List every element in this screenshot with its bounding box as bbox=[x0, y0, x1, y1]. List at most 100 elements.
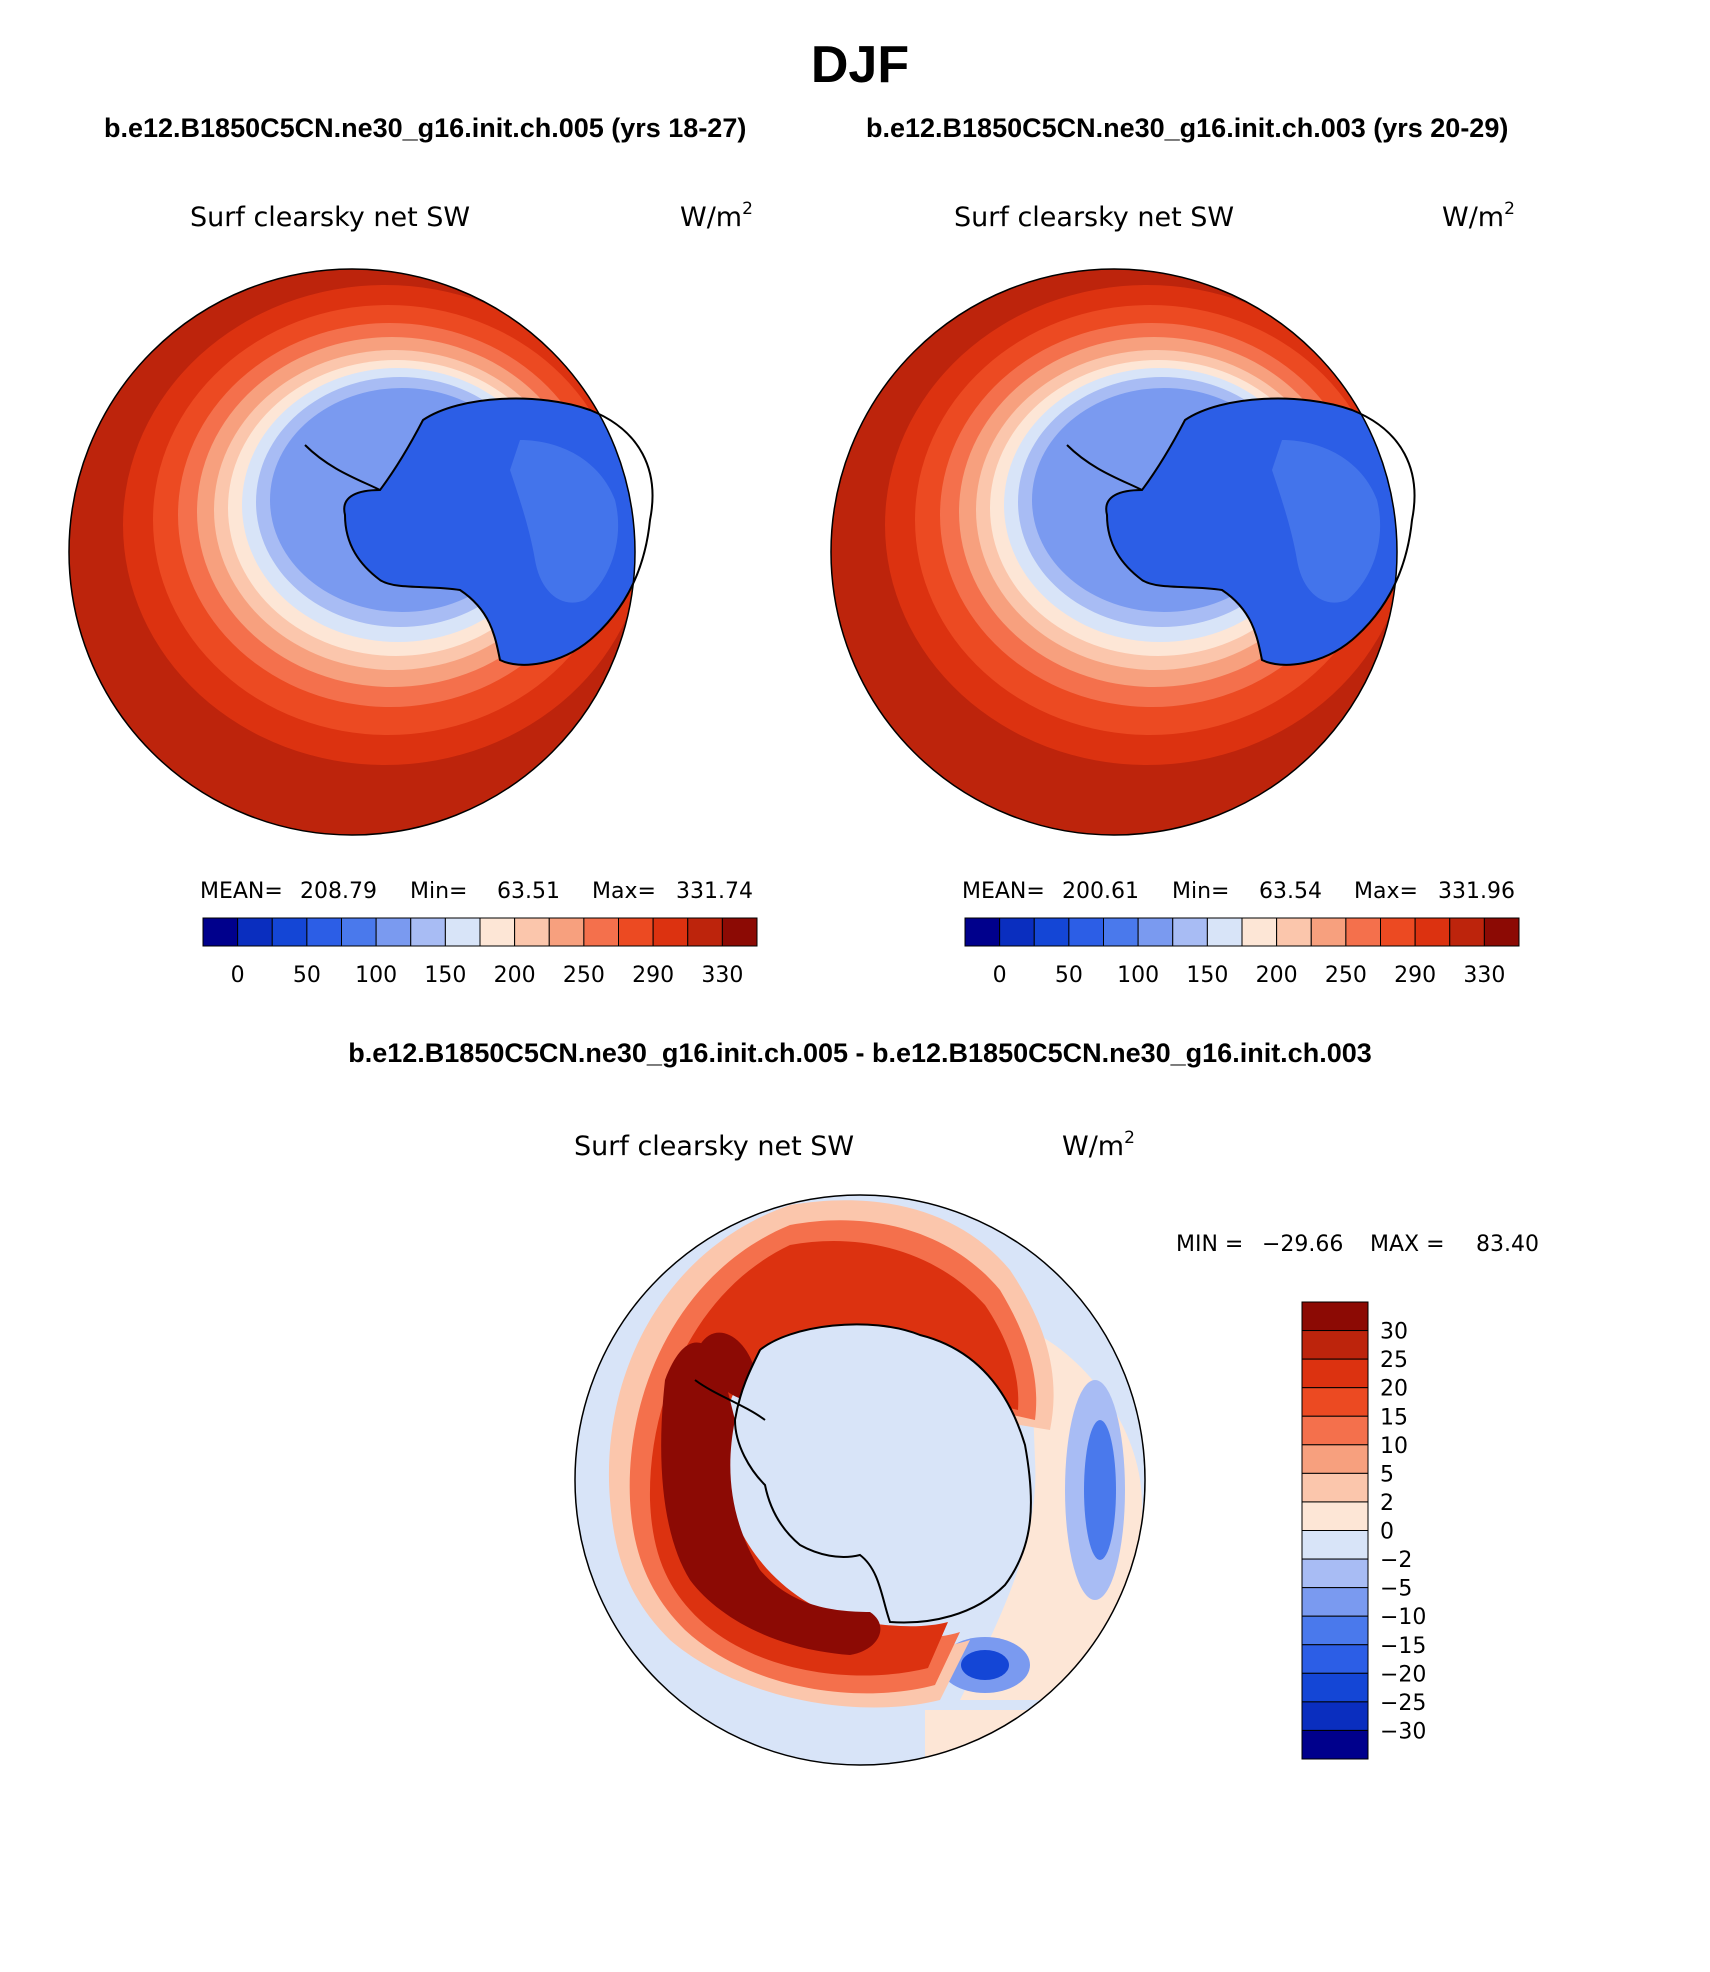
panel-left-colorbar-box bbox=[514, 917, 550, 947]
panel-left-zone-ice-plateau bbox=[510, 440, 619, 603]
panel-left-colorbar-box bbox=[202, 917, 239, 947]
difference-colorbar-box bbox=[1301, 1330, 1369, 1360]
difference-zone-antarctica bbox=[735, 1324, 1031, 1623]
difference-zone-southeast-negative-2 bbox=[961, 1650, 1009, 1680]
difference-units: W/m2 bbox=[1062, 1128, 1135, 1162]
panel-right-min-label: Min= bbox=[1172, 879, 1229, 904]
difference-zone-southeast-positive bbox=[925, 1710, 1145, 1765]
panel-left-colorbar-tick-label: 290 bbox=[632, 963, 674, 988]
difference-colorbar-box bbox=[1301, 1615, 1369, 1646]
panel-left-colorbar-tick-label: 0 bbox=[231, 963, 245, 988]
panel-right-colorbar-box bbox=[964, 917, 1001, 947]
panel-right-colorbar-tick-label: 330 bbox=[1463, 963, 1505, 988]
difference-units-sup: 2 bbox=[1124, 1128, 1135, 1148]
difference-colorbar-tick-label: −15 bbox=[1380, 1634, 1426, 1659]
difference-colorbar-tick-label: 30 bbox=[1380, 1320, 1408, 1345]
difference-colorbar-tick-label: −20 bbox=[1380, 1662, 1426, 1687]
panel-right-colorbar-tick-label: 0 bbox=[993, 963, 1007, 988]
panel-left-colorbar-tick-label: 200 bbox=[494, 963, 536, 988]
panel-left-colorbar-box bbox=[652, 917, 689, 947]
panel-left-min-label: Min= bbox=[410, 879, 467, 904]
panel-left-colorbar-tick-label: 330 bbox=[701, 963, 743, 988]
panel-difference: Surf clearsky net SW W/m2 MIN = −29.66 MAX… bbox=[574, 1128, 1539, 1766]
panel-left-colorbar-box bbox=[375, 917, 412, 947]
difference-colorbar-tick-label: 0 bbox=[1380, 1520, 1394, 1545]
panel-left-units-sup: 2 bbox=[742, 199, 753, 219]
panel-right-map-border bbox=[830, 268, 1398, 836]
panel-right-colorbar-box bbox=[1449, 917, 1485, 947]
difference-colorbar-box bbox=[1301, 1672, 1369, 1703]
panel-left-map-border bbox=[68, 268, 636, 836]
panel-left-colorbar-tick-label: 150 bbox=[424, 963, 466, 988]
difference-zone-core bbox=[661, 1332, 881, 1655]
panel-left-variable: Surf clearsky net SW bbox=[190, 202, 470, 233]
panel-right-colorbar-box bbox=[1172, 917, 1208, 947]
panel-left-colorbar-box bbox=[548, 917, 585, 947]
panel-right-colorbar-tick-label: 200 bbox=[1256, 963, 1298, 988]
difference-variable: Surf clearsky net SW bbox=[574, 1131, 854, 1162]
panel-left-colorbar-box bbox=[271, 917, 308, 947]
panel-left-min: 63.51 bbox=[497, 879, 560, 904]
panel-right-colorbar-box bbox=[1276, 917, 1312, 947]
difference-colorbar-tick-label: −30 bbox=[1380, 1719, 1426, 1744]
panel-left-colorbar-box bbox=[237, 917, 273, 947]
difference-min-label: MIN = bbox=[1176, 1232, 1243, 1257]
panel-left-colorbar-box bbox=[583, 917, 619, 947]
panel-right-colorbar-labels: 0 50 100 150 200 250 290 330 bbox=[993, 963, 1506, 988]
panel-right-colorbar-box bbox=[1206, 917, 1243, 947]
panel-right-zone-ice-plateau bbox=[1272, 440, 1381, 603]
panel-right: Surf clearsky net SW W/m2 MEAN= 200.61 Min… bbox=[830, 199, 1520, 988]
panel-right-colorbar-box bbox=[1483, 917, 1520, 947]
panel-right-max-label: Max= bbox=[1354, 879, 1418, 904]
panel-right-units-base: W/m bbox=[1442, 202, 1504, 233]
difference-colorbar-box bbox=[1301, 1358, 1369, 1389]
panel-left-colorbar-box bbox=[444, 917, 481, 947]
panel-right-case-title: b.e12.B1850C5CN.ne30_g16.init.ch.003 (yr… bbox=[866, 113, 1508, 143]
difference-colorbar-tick-label: −5 bbox=[1380, 1577, 1412, 1602]
panel-left-stats: MEAN= 208.79 Min= 63.51 Max= 331.74 bbox=[200, 879, 753, 904]
panel-right-colorbar-box bbox=[1241, 917, 1278, 947]
panel-left: Surf clearsky net SW W/m2 MEAN= 208.79 Min… bbox=[68, 199, 758, 988]
panel-left-colorbar-tick-label: 100 bbox=[355, 963, 397, 988]
panel-right-variable: Surf clearsky net SW bbox=[954, 202, 1234, 233]
difference-stats: MIN = −29.66 MAX = 83.40 bbox=[1176, 1232, 1539, 1257]
difference-colorbar-box bbox=[1301, 1644, 1369, 1674]
difference-zone-east-negative-2 bbox=[1084, 1420, 1116, 1560]
difference-colorbar-box bbox=[1301, 1587, 1369, 1617]
difference-colorbar-box bbox=[1301, 1558, 1369, 1589]
panel-right-units-sup: 2 bbox=[1504, 199, 1515, 219]
difference-colorbar-box bbox=[1301, 1729, 1369, 1760]
panel-left-colorbar-box bbox=[721, 917, 758, 947]
difference-colorbar-box bbox=[1301, 1444, 1369, 1474]
difference-colorbar-tick-label: 5 bbox=[1380, 1462, 1394, 1487]
difference-colorbar-box bbox=[1301, 1701, 1369, 1731]
panel-right-max: 331.96 bbox=[1438, 879, 1515, 904]
difference-colorbar-box bbox=[1301, 1301, 1369, 1332]
panel-right-colorbar-box bbox=[1033, 917, 1070, 947]
difference-colorbar-tick-label: 10 bbox=[1380, 1434, 1408, 1459]
panel-right-stats: MEAN= 200.61 Min= 63.54 Max= 331.96 bbox=[962, 879, 1515, 904]
panel-right-colorbar-tick-label: 100 bbox=[1117, 963, 1159, 988]
difference-case-title: b.e12.B1850C5CN.ne30_g16.init.ch.005 - b… bbox=[348, 1038, 1372, 1068]
panel-right-map bbox=[831, 269, 1397, 835]
panel-right-colorbar-box bbox=[999, 917, 1035, 947]
panel-left-colorbar-tick-label: 50 bbox=[293, 963, 321, 988]
panel-left-max: 331.74 bbox=[676, 879, 753, 904]
difference-max: 83.40 bbox=[1476, 1232, 1539, 1257]
difference-colorbar-tick-label: −10 bbox=[1380, 1605, 1426, 1630]
panel-left-units: W/m2 bbox=[680, 199, 753, 233]
panel-right-colorbar-tick-label: 250 bbox=[1325, 963, 1367, 988]
panel-right-mean-label: MEAN= bbox=[962, 879, 1045, 904]
panel-left-mean-label: MEAN= bbox=[200, 879, 283, 904]
panel-left-colorbar bbox=[202, 917, 758, 947]
panel-right-min: 63.54 bbox=[1259, 879, 1322, 904]
panel-right-colorbar-tick-label: 290 bbox=[1394, 963, 1436, 988]
panel-left-mean: 208.79 bbox=[300, 879, 377, 904]
difference-colorbar-tick-label: 20 bbox=[1380, 1377, 1408, 1402]
difference-colorbar-box bbox=[1301, 1387, 1369, 1417]
difference-colorbar-tick-label: −25 bbox=[1380, 1691, 1426, 1716]
difference-colorbar-box bbox=[1301, 1472, 1369, 1503]
difference-colorbar bbox=[1301, 1301, 1369, 1760]
panel-left-colorbar-tick-label: 250 bbox=[563, 963, 605, 988]
